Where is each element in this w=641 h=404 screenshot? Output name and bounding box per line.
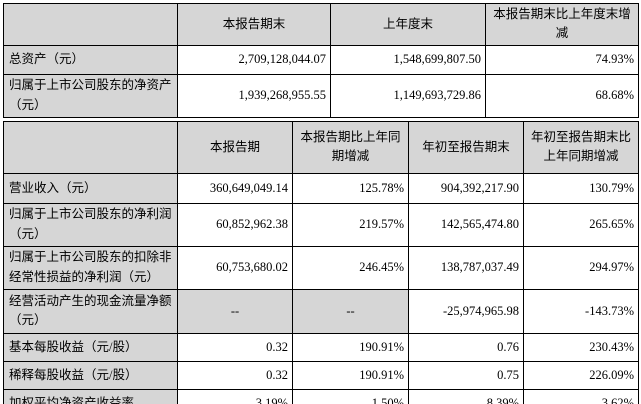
value-cell: 3.62% [523, 388, 639, 404]
not-applicable-cell: -- [292, 288, 409, 334]
value-cell: 0.76 [408, 332, 524, 362]
value-cell: 8.39% [408, 388, 524, 404]
table-row: 基本每股收益（元/股） 0.32 190.91% 0.76 230.43% [3, 332, 639, 362]
corner-cell [3, 120, 178, 174]
column-header: 本报告期 [177, 120, 293, 174]
column-header: 年初至报告期末 [408, 120, 524, 174]
row-label: 加权平均净资产收益率 [3, 388, 178, 404]
table-row: 总资产（元） 2,709,128,044.07 1,548,699,807.50… [3, 44, 639, 75]
value-cell: 1,149,693,729.86 [330, 73, 486, 118]
row-label: 稀释每股收益（元/股） [3, 360, 178, 390]
value-cell: -143.73% [523, 288, 639, 334]
value-cell: 60,852,962.38 [177, 202, 293, 247]
value-cell: 68.68% [485, 73, 639, 118]
value-cell: 130.79% [523, 172, 639, 204]
table-row: 归属于上市公司股东的净利润（元） 60,852,962.38 219.57% 1… [3, 202, 639, 247]
table-row: 加权平均净资产收益率 3.19% 1.50% 8.39% 3.62% [3, 388, 639, 404]
table-row: 归属于上市公司股东的净资产（元） 1,939,268,955.55 1,149,… [3, 73, 639, 118]
income-summary-table: 本报告期 本报告期比上年同期增减 年初至报告期末 年初至报告期末比上年同期增减 … [3, 120, 639, 404]
value-cell: 1,548,699,807.50 [330, 44, 486, 75]
value-cell: 138,787,037.49 [408, 245, 524, 290]
column-header: 本报告期比上年同期增减 [292, 120, 409, 174]
value-cell: 360,649,049.14 [177, 172, 293, 204]
value-cell: 226.09% [523, 360, 639, 390]
value-cell: 2,709,128,044.07 [177, 44, 331, 75]
balance-summary-table: 本报告期末 上年度末 本报告期末比上年度末增减 总资产（元） 2,709,128… [3, 3, 639, 118]
value-cell: 246.45% [292, 245, 409, 290]
value-cell: 190.91% [292, 332, 409, 362]
value-cell: 0.32 [177, 360, 293, 390]
table-row: 归属于上市公司股东的扣除非经常性损益的净利润（元） 60,753,680.02 … [3, 245, 639, 290]
table-row: 经营活动产生的现金流量净额（元） -- -- -25,974,965.98 -1… [3, 288, 639, 334]
column-header: 上年度末 [330, 3, 486, 46]
column-header: 本报告期末 [177, 3, 331, 46]
value-cell: 1,939,268,955.55 [177, 73, 331, 118]
value-cell: 0.75 [408, 360, 524, 390]
value-cell: 74.93% [485, 44, 639, 75]
value-cell: 0.32 [177, 332, 293, 362]
value-cell: 294.97% [523, 245, 639, 290]
not-applicable-cell: -- [177, 288, 293, 334]
value-cell: 125.78% [292, 172, 409, 204]
column-header: 本报告期末比上年度末增减 [485, 3, 639, 46]
value-cell: -25,974,965.98 [408, 288, 524, 334]
value-cell: 230.43% [523, 332, 639, 362]
table-row: 稀释每股收益（元/股） 0.32 190.91% 0.75 226.09% [3, 360, 639, 390]
value-cell: 265.65% [523, 202, 639, 247]
row-label: 归属于上市公司股东的净资产（元） [3, 73, 178, 118]
value-cell: 60,753,680.02 [177, 245, 293, 290]
row-label: 总资产（元） [3, 44, 178, 75]
corner-cell [3, 3, 178, 46]
value-cell: 3.19% [177, 388, 293, 404]
value-cell: 1.50% [292, 388, 409, 404]
value-cell: 190.91% [292, 360, 409, 390]
row-label: 经营活动产生的现金流量净额（元） [3, 288, 178, 334]
table-header-row: 本报告期末 上年度末 本报告期末比上年度末增减 [3, 3, 639, 46]
value-cell: 142,565,474.80 [408, 202, 524, 247]
row-label: 归属于上市公司股东的扣除非经常性损益的净利润（元） [3, 245, 178, 290]
value-cell: 219.57% [292, 202, 409, 247]
table-row: 营业收入（元） 360,649,049.14 125.78% 904,392,2… [3, 172, 639, 204]
row-label: 归属于上市公司股东的净利润（元） [3, 202, 178, 247]
table-header-row: 本报告期 本报告期比上年同期增减 年初至报告期末 年初至报告期末比上年同期增减 [3, 120, 639, 174]
row-label: 基本每股收益（元/股） [3, 332, 178, 362]
row-label: 营业收入（元） [3, 172, 178, 204]
column-header: 年初至报告期末比上年同期增减 [523, 120, 639, 174]
value-cell: 904,392,217.90 [408, 172, 524, 204]
